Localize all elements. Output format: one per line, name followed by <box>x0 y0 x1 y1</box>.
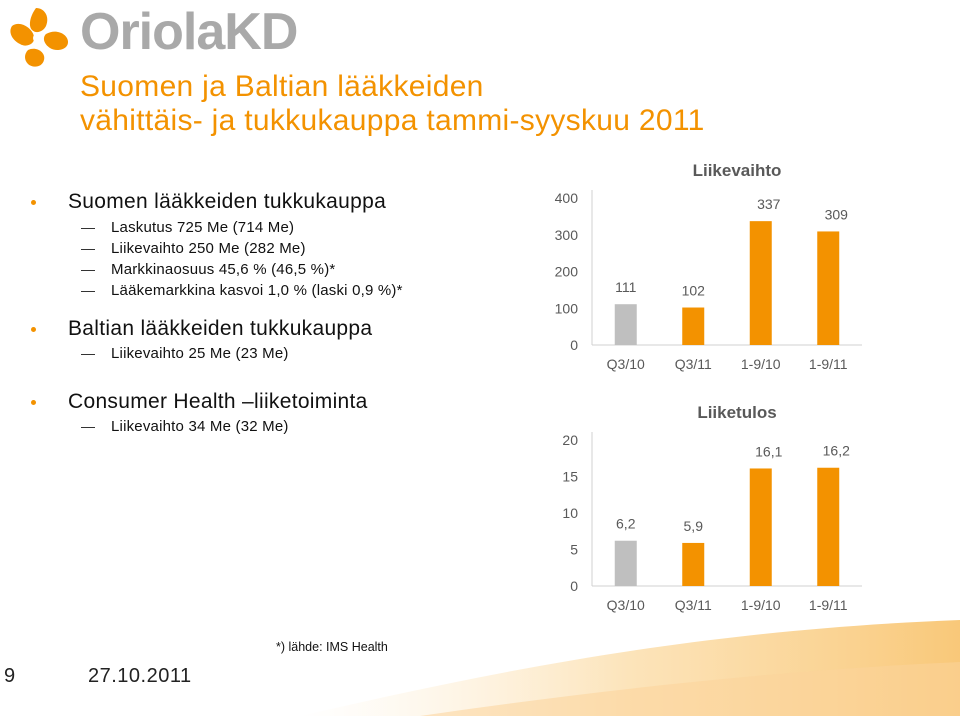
bar <box>817 467 840 586</box>
y-tick-label: 0 <box>570 337 578 353</box>
chart-liikevaihto: Liikevaihto 0 100 200 300 400 111 Q3/10 102 Q3/11… <box>555 161 862 372</box>
bar <box>749 468 772 586</box>
bullet-finland-wholesale: Suomen lääkkeiden tukkukauppa <box>30 190 387 213</box>
y-tick-label: 400 <box>555 190 579 206</box>
bullet-baltic-wholesale: Baltian lääkkeiden tukkukauppa <box>30 317 373 340</box>
y-tick-label: 5 <box>570 542 578 558</box>
decorative-swoosh <box>300 620 960 716</box>
sub-bullet: Lääkemarkkina kasvoi 1,0 % (laski 0,9 %)… <box>81 282 403 299</box>
bar-value-label: 16,2 <box>823 443 850 459</box>
chart-liiketulos: Liiketulos 0 5 10 15 20 6,2 Q3/10 5,9 Q3/11 16,1 1-… <box>562 403 862 613</box>
bar-value-label: 337 <box>757 196 781 212</box>
bar-value-label: 16,1 <box>755 443 782 459</box>
x-category-label: Q3/11 <box>675 597 712 613</box>
slide-title: Suomen ja Baltian lääkkeiden vähittäis- … <box>80 70 880 138</box>
sub-bullet: Laskutus 725 Me (714 Me) <box>80 219 295 236</box>
chart-title: Liikevaihto <box>693 161 782 180</box>
slide-title-line-2: vähittäis- ja tukkukauppa tammi-syyskuu … <box>80 104 705 137</box>
bullet-consumer-health: Consumer Health –liiketoiminta <box>31 390 368 413</box>
brand-logo-text: OriolaKD <box>80 3 298 61</box>
y-tick-label: 20 <box>562 432 578 448</box>
x-category-label: Q3/10 <box>607 597 645 613</box>
bar-value-label: 6,2 <box>616 516 636 532</box>
y-tick-label: 15 <box>562 469 578 485</box>
x-category-label: 1-9/11 <box>809 356 848 372</box>
bar-value-label: 102 <box>682 283 706 299</box>
bar <box>749 221 772 345</box>
bar-value-label: 309 <box>825 206 849 222</box>
slide-title-line-1: Suomen ja Baltian lääkkeiden <box>80 70 484 103</box>
chart-title: Liiketulos <box>697 403 776 422</box>
y-tick-label: 10 <box>562 505 578 521</box>
sub-bullet: Markkinaosuus 45,6 % (46,5 %)* <box>80 261 336 278</box>
sub-bullet: Liikevaihto 34 Me (32 Me) <box>81 418 289 435</box>
slide-date: 27.10.2011 <box>88 665 192 687</box>
bar <box>614 540 637 586</box>
x-category-label: 1-9/10 <box>741 356 781 372</box>
y-tick-label: 200 <box>555 264 579 280</box>
x-category-label: Q3/11 <box>675 356 712 372</box>
sub-bullet: Liikevaihto 250 Me (282 Me) <box>81 240 306 257</box>
footnote-source: *) lähde: IMS Health <box>276 640 388 654</box>
sub-bullet: Liikevaihto 25 Me (23 Me) <box>81 345 289 362</box>
bar <box>817 231 840 345</box>
y-tick-label: 300 <box>555 227 579 243</box>
oriola-logo-icon <box>10 8 68 67</box>
bar-value-label: 5,9 <box>684 518 704 534</box>
page-number: 9 <box>4 665 16 687</box>
y-tick-label: 0 <box>570 578 578 594</box>
bar <box>682 542 705 586</box>
x-category-label: 1-9/10 <box>741 597 781 613</box>
x-category-label: Q3/10 <box>607 356 645 372</box>
y-tick-label: 100 <box>555 300 579 316</box>
x-category-label: 1-9/11 <box>809 597 848 613</box>
bar <box>614 304 637 345</box>
bar-value-label: 111 <box>615 279 636 295</box>
bar <box>682 307 705 345</box>
